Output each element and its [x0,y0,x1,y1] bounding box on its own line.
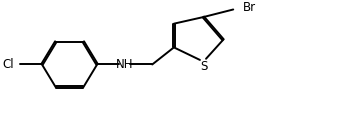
Text: S: S [200,60,207,73]
Text: Br: Br [243,1,256,14]
Text: NH: NH [116,58,133,71]
Text: Cl: Cl [3,58,14,71]
